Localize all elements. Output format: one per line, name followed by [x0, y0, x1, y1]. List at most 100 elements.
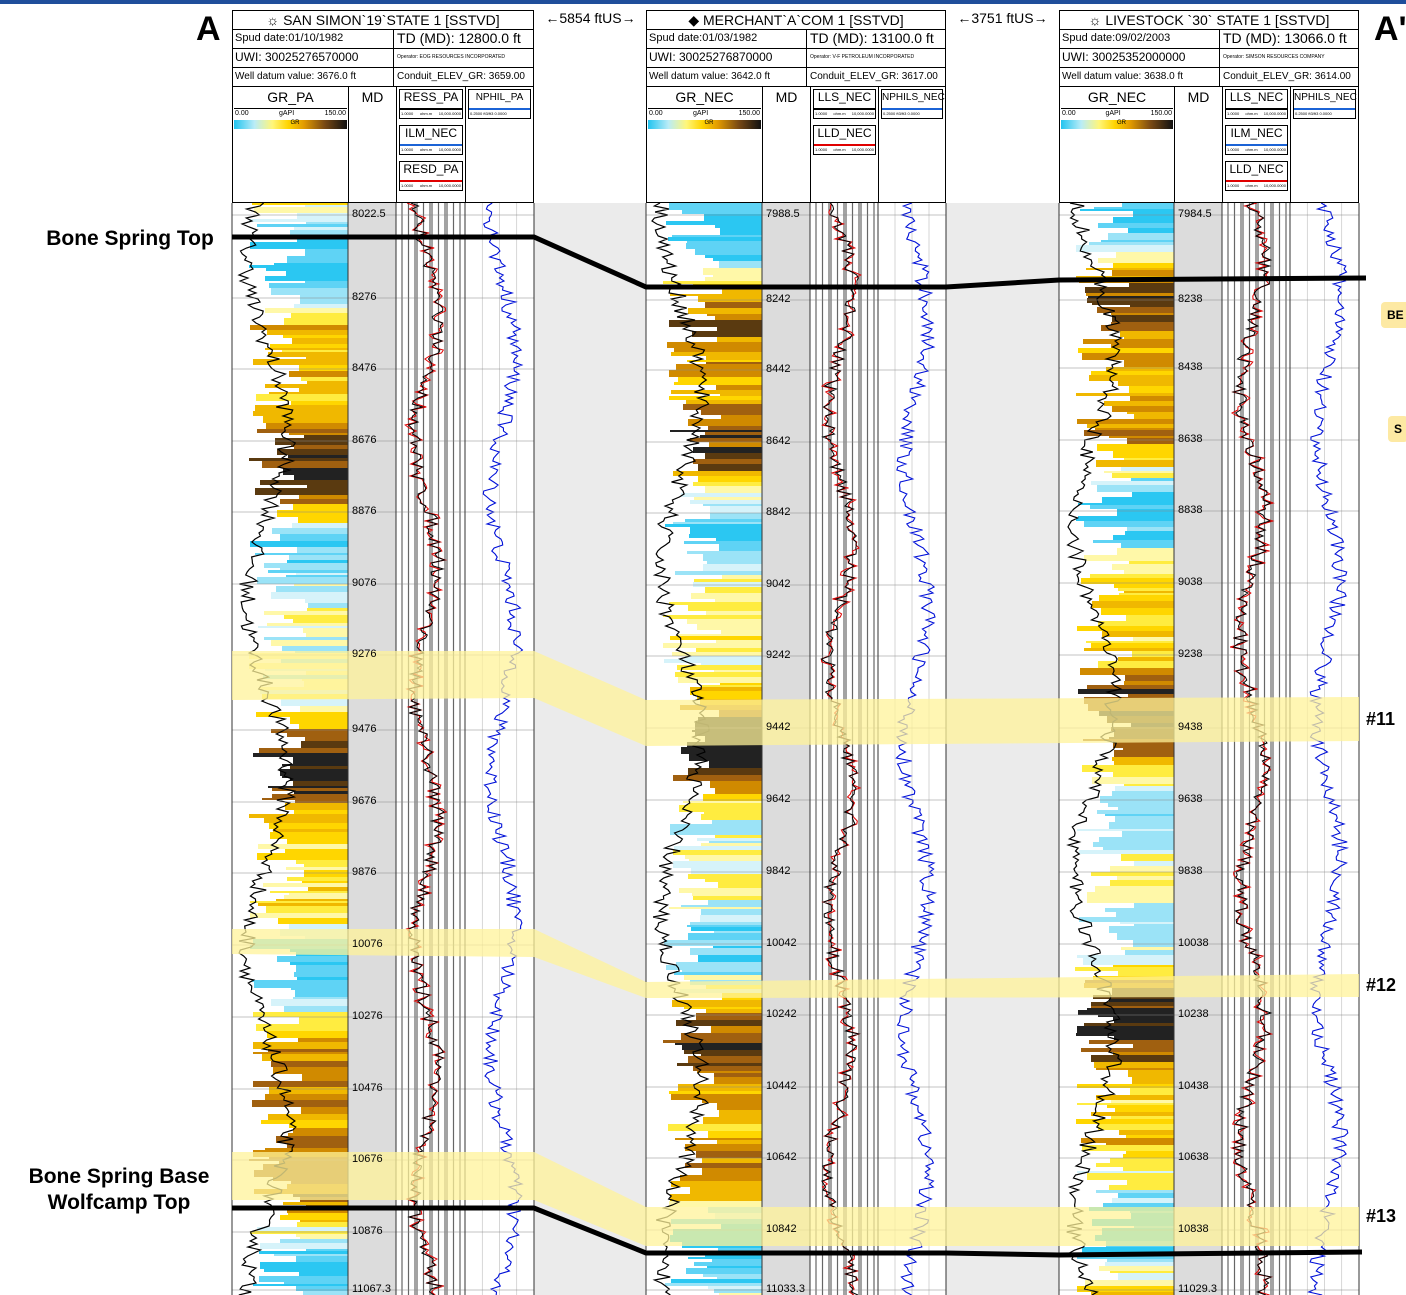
gr-band-3: [1118, 971, 1174, 976]
gr-band-1: [304, 435, 348, 438]
gr-band-3: [1111, 1116, 1174, 1119]
gr-scale-unit: gAPI: [279, 110, 295, 117]
gr-band-1: [307, 381, 348, 384]
gr-band-bg-3: [1059, 675, 1174, 681]
gr-band-2: [721, 630, 762, 634]
gr-band-3: [1111, 344, 1174, 348]
gr-band-2: [708, 426, 762, 430]
gr-band-1: [257, 429, 348, 433]
md-tick-label: 9638: [1178, 793, 1203, 805]
gr-band-bg-3: [1059, 492, 1174, 497]
gr-band-1: [305, 599, 348, 603]
gr-band-3: [1132, 651, 1174, 657]
gr-band-2: [702, 685, 762, 687]
gr-band-2: [669, 320, 762, 327]
md-tick-label: 10276: [352, 1010, 383, 1022]
well-header-3: ☼ LIVESTOCK `30` STATE 1 [SSTVD] Spud da…: [1059, 10, 1359, 203]
gr-band-1: [258, 903, 348, 906]
gr-band-2: [688, 419, 762, 426]
gr-band-3: [1098, 223, 1174, 228]
gr-band-2: [705, 277, 762, 281]
gr-band-1: [259, 1276, 348, 1282]
res-curve-header: RESD_PA 1.0000 ohm.m 10,000.0000: [399, 161, 463, 191]
gr-band-3: [1106, 367, 1174, 371]
gr-band-3: [1101, 608, 1174, 615]
gr-band-2: [670, 636, 762, 640]
gr-band-2: [715, 599, 762, 602]
res-curve-scale: 1.0000 ohm.m 10,000.0000: [401, 111, 461, 116]
gr-scale-min: 0.00: [649, 110, 663, 117]
gr-band-1: [270, 832, 348, 839]
gr-band-2: [698, 464, 762, 471]
res-scale-unit: ohm.m: [419, 111, 433, 116]
gr-band-1: [307, 608, 348, 611]
gr-band-2: [673, 522, 762, 524]
gr-band-3: [1133, 1044, 1174, 1048]
gr-band-3: [1101, 325, 1174, 331]
res-scale-max: 10,000.0000: [1263, 111, 1286, 116]
gr-band-2: [664, 659, 762, 663]
gr-band-bg-1: [232, 227, 348, 230]
gr-band-1: [284, 318, 348, 325]
nphi-scale-line: [882, 108, 942, 110]
gr-band-1: [282, 776, 348, 778]
well-spacing-1-label: 5854 ftUS: [559, 10, 622, 26]
gr-band-2: [685, 855, 762, 859]
total-depth: TD (MD): 12800.0 ft: [397, 30, 521, 46]
gr-band-1: [289, 924, 348, 929]
gr-band-bg-1: [232, 495, 348, 499]
gr-band-2: [684, 541, 762, 544]
res-scale-min: 1.0000: [815, 147, 828, 152]
gr-band-bg-2: [646, 781, 762, 788]
gr-band-2: [715, 316, 762, 320]
gr-band-bg-2: [646, 882, 762, 888]
gr-band-bg-1: [232, 475, 348, 480]
gr-band-3: [1095, 886, 1174, 892]
gr-band-3: [1097, 444, 1174, 451]
md-tick-label: 10238: [1178, 1008, 1209, 1020]
gr-band-bg-3: [1059, 784, 1174, 786]
gr-band-2: [700, 915, 762, 922]
gr-band-bg-3: [1059, 412, 1174, 414]
well-header-2: ◆ MERCHANT`A`COM 1 [SSTVD] Spud date:01/…: [646, 10, 946, 203]
gr-band-1: [257, 1227, 348, 1231]
gr-band-3: [1087, 298, 1174, 303]
gr-band-2: [688, 933, 762, 940]
gr-band-bg-3: [1059, 922, 1174, 924]
gr-band-3: [1089, 1040, 1174, 1044]
gr-band-bg-3: [1059, 527, 1174, 531]
gr-band-1: [249, 219, 348, 222]
gr-band-bg-1: [232, 1286, 348, 1291]
gr-band-bg-1: [232, 881, 348, 883]
gr-band-1: [268, 570, 348, 573]
gr-band-2: [703, 1117, 762, 1124]
gr-band-2: [692, 893, 762, 896]
gr-scale-line: [648, 108, 761, 109]
well-header-1: ☼ SAN SIMON`19`STATE 1 [SSTVD] Spud date…: [232, 10, 534, 203]
gr-band-2: [698, 296, 762, 302]
gr-band-3: [1115, 786, 1174, 791]
gr-band-3: [1097, 485, 1174, 492]
gr-scale-max: 150.00: [1150, 110, 1172, 117]
gr-band-3: [1112, 315, 1174, 322]
md-tick-label: 8438: [1178, 361, 1203, 373]
gr-band-3: [1134, 903, 1174, 908]
gr-band-3: [1078, 689, 1174, 694]
nphi-scale: 0.2500 ft3/ft3 0.0000: [883, 111, 920, 116]
gr-band-3: [1116, 912, 1174, 917]
md-tick-label: 8638: [1178, 433, 1203, 445]
gr-band-1: [284, 1006, 348, 1012]
well-title: ☼ SAN SIMON`19`STATE 1 [SSTVD]: [233, 11, 533, 30]
gr-band-3: [1097, 307, 1174, 313]
gr-band-3: [1095, 428, 1174, 430]
gr-band-1: [278, 918, 348, 924]
gr-band-3: [1124, 337, 1174, 339]
gr-band-2: [665, 1283, 762, 1286]
gr-curve-name: GR_PA: [267, 89, 314, 105]
gr-band-2: [707, 561, 762, 564]
gr-curve-name: GR_NEC: [675, 89, 734, 105]
gr-band-1: [291, 445, 348, 447]
gr-band-2: [721, 415, 762, 419]
md-track-header: MD: [1175, 87, 1223, 202]
cell-divider: [1219, 30, 1220, 48]
